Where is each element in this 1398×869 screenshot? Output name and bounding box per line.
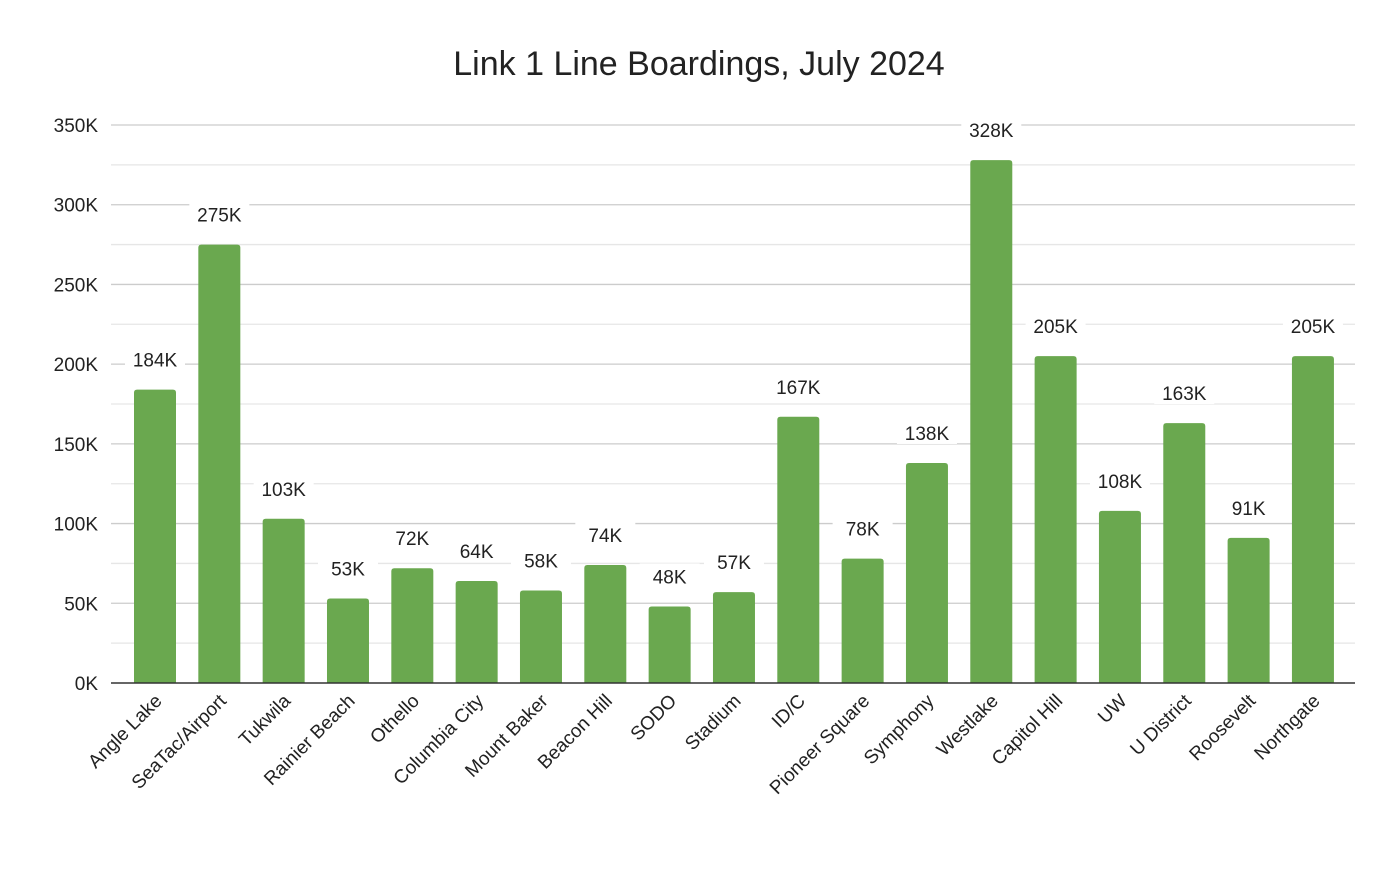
bar bbox=[777, 416, 820, 683]
bar bbox=[1034, 356, 1077, 683]
y-tick-label: 200K bbox=[54, 355, 99, 376]
x-tick-label: Capitol Hill bbox=[988, 691, 1067, 770]
x-tick-label: Symphony bbox=[860, 690, 939, 769]
data-label: 53K bbox=[331, 560, 365, 581]
data-label-background bbox=[510, 547, 571, 572]
bar bbox=[134, 389, 176, 683]
data-label: 103K bbox=[261, 480, 306, 501]
data-label-background bbox=[1282, 313, 1343, 338]
data-label: 108K bbox=[1098, 472, 1143, 493]
data-label-background bbox=[896, 419, 957, 444]
bar bbox=[455, 580, 498, 683]
data-label: 78K bbox=[846, 520, 880, 541]
bar bbox=[519, 590, 562, 683]
data-label: 72K bbox=[395, 529, 429, 550]
bar bbox=[1098, 510, 1141, 683]
x-tick-label: ID/C bbox=[768, 691, 810, 733]
data-label: 138K bbox=[905, 424, 950, 445]
data-label-background bbox=[253, 475, 314, 500]
x-tick-label: Northgate bbox=[1251, 691, 1325, 765]
data-label-background bbox=[961, 117, 1022, 142]
data-label: 48K bbox=[653, 567, 687, 588]
bar bbox=[905, 462, 948, 683]
bar bbox=[712, 592, 755, 683]
bar bbox=[1163, 423, 1206, 683]
data-label: 205K bbox=[1033, 317, 1078, 338]
data-label: 74K bbox=[588, 526, 622, 547]
x-tick-label: Othello bbox=[366, 691, 423, 748]
data-label-background bbox=[382, 525, 443, 550]
bar bbox=[391, 568, 434, 683]
bar bbox=[584, 565, 627, 683]
data-label-background bbox=[189, 201, 250, 226]
x-tick-label: Tukwila bbox=[235, 690, 295, 750]
data-label-background bbox=[832, 515, 893, 540]
data-label-background bbox=[446, 537, 507, 562]
y-axis: 0K 50K 100K 150K 200K 250K 300K 350K bbox=[54, 116, 99, 695]
bar bbox=[841, 558, 884, 683]
bar bbox=[970, 160, 1013, 683]
data-label-background bbox=[768, 373, 829, 398]
y-tick-label: 350K bbox=[54, 116, 99, 137]
bars: 184K 275K 103K 53K 72K 64K 58K 74K 48K 57K 167K 78K… bbox=[125, 117, 1343, 684]
data-label-background bbox=[1218, 494, 1279, 519]
data-label-background bbox=[1154, 380, 1215, 405]
bar bbox=[1291, 356, 1334, 683]
data-label: 275K bbox=[197, 206, 242, 227]
chart-title: Link 1 Line Boardings, July 2024 bbox=[453, 45, 944, 83]
y-tick-label: 50K bbox=[64, 594, 98, 615]
data-label: 58K bbox=[524, 552, 558, 573]
data-label: 163K bbox=[1162, 384, 1207, 405]
data-label-background bbox=[1089, 467, 1150, 492]
x-tick-label: UW bbox=[1094, 691, 1131, 728]
data-label: 57K bbox=[717, 553, 751, 574]
y-tick-label: 100K bbox=[54, 515, 99, 536]
data-label: 328K bbox=[969, 121, 1014, 142]
y-tick-label: 150K bbox=[54, 435, 99, 456]
bar bbox=[262, 518, 305, 683]
data-label-background bbox=[703, 549, 764, 574]
bar bbox=[1227, 537, 1270, 683]
x-tick-label: Stadium bbox=[681, 691, 745, 755]
data-label-background bbox=[639, 563, 700, 588]
gridlines bbox=[111, 124, 1355, 644]
y-tick-label: 300K bbox=[54, 196, 99, 217]
x-tick-label: Roosevelt bbox=[1186, 690, 1261, 765]
data-label-background bbox=[575, 522, 636, 547]
data-label-background bbox=[125, 346, 185, 371]
data-label-background bbox=[1025, 313, 1086, 338]
data-label: 205K bbox=[1291, 317, 1336, 338]
data-label: 167K bbox=[776, 378, 821, 399]
data-label: 184K bbox=[133, 351, 178, 372]
data-label: 91K bbox=[1232, 499, 1266, 520]
x-tick-label: SODO bbox=[627, 691, 681, 745]
bar bbox=[326, 598, 369, 683]
bar bbox=[198, 244, 241, 684]
y-tick-label: 250K bbox=[54, 275, 99, 296]
data-label-background bbox=[317, 555, 378, 580]
bar bbox=[648, 606, 691, 683]
y-tick-label: 0K bbox=[75, 674, 99, 695]
data-label: 64K bbox=[460, 542, 494, 563]
